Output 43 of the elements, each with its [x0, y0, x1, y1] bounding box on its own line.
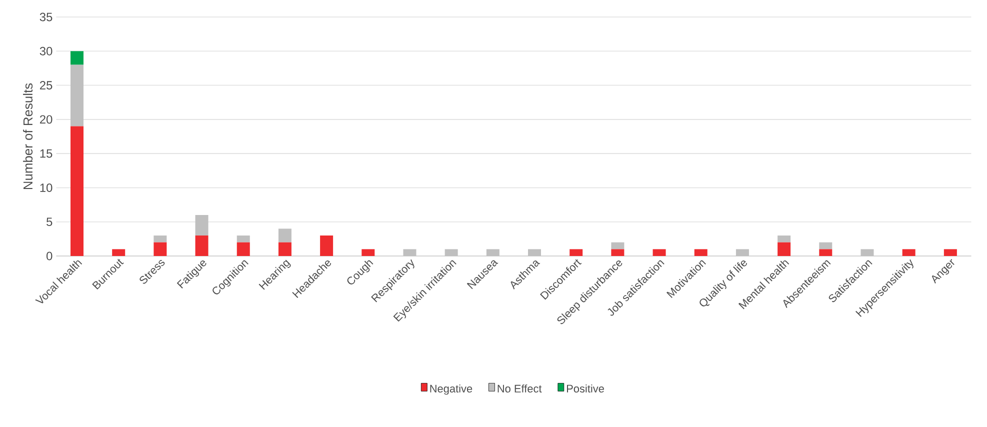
bar: [112, 249, 126, 256]
y-tick-label: 0: [46, 252, 52, 260]
bar: [486, 249, 500, 256]
bar: [736, 249, 749, 256]
bar: [236, 236, 250, 242]
bar: [320, 236, 334, 256]
bar: [195, 236, 208, 256]
legend-label: Negative: [430, 384, 472, 395]
bar: [70, 64, 84, 126]
bar: [778, 242, 791, 256]
legend-label: Positive: [566, 384, 604, 393]
bar: [236, 242, 250, 256]
y-tick-label: 20: [40, 115, 52, 124]
bar: [528, 249, 542, 256]
y-tick-label: 5: [46, 218, 52, 226]
bar: [154, 236, 167, 242]
legend-label: No Effect: [498, 384, 542, 393]
bar: [403, 249, 416, 256]
y-tick-label: 15: [40, 149, 52, 158]
y-tick-label: 35: [40, 12, 52, 22]
bar: [860, 249, 874, 256]
bar: [611, 249, 624, 256]
bar: [570, 249, 583, 256]
bar: [819, 242, 832, 250]
y-tick-label: 25: [40, 81, 52, 90]
bar: [819, 249, 832, 256]
bar: [278, 242, 292, 256]
bar: [652, 249, 666, 256]
bar: [70, 51, 84, 65]
bar: [278, 228, 292, 242]
bar: [444, 249, 458, 256]
bar: [362, 249, 375, 256]
y-tick-label: 30: [40, 46, 52, 56]
bar: [611, 242, 624, 250]
bar: [778, 236, 791, 242]
bar: [944, 249, 957, 256]
bar: [154, 242, 167, 256]
bar: [902, 249, 916, 256]
bar: [70, 126, 84, 256]
y-tick-label: 10: [40, 183, 52, 192]
bar: [195, 215, 208, 236]
bar: [694, 249, 708, 256]
y-axis-title: Number of Results: [23, 83, 33, 190]
